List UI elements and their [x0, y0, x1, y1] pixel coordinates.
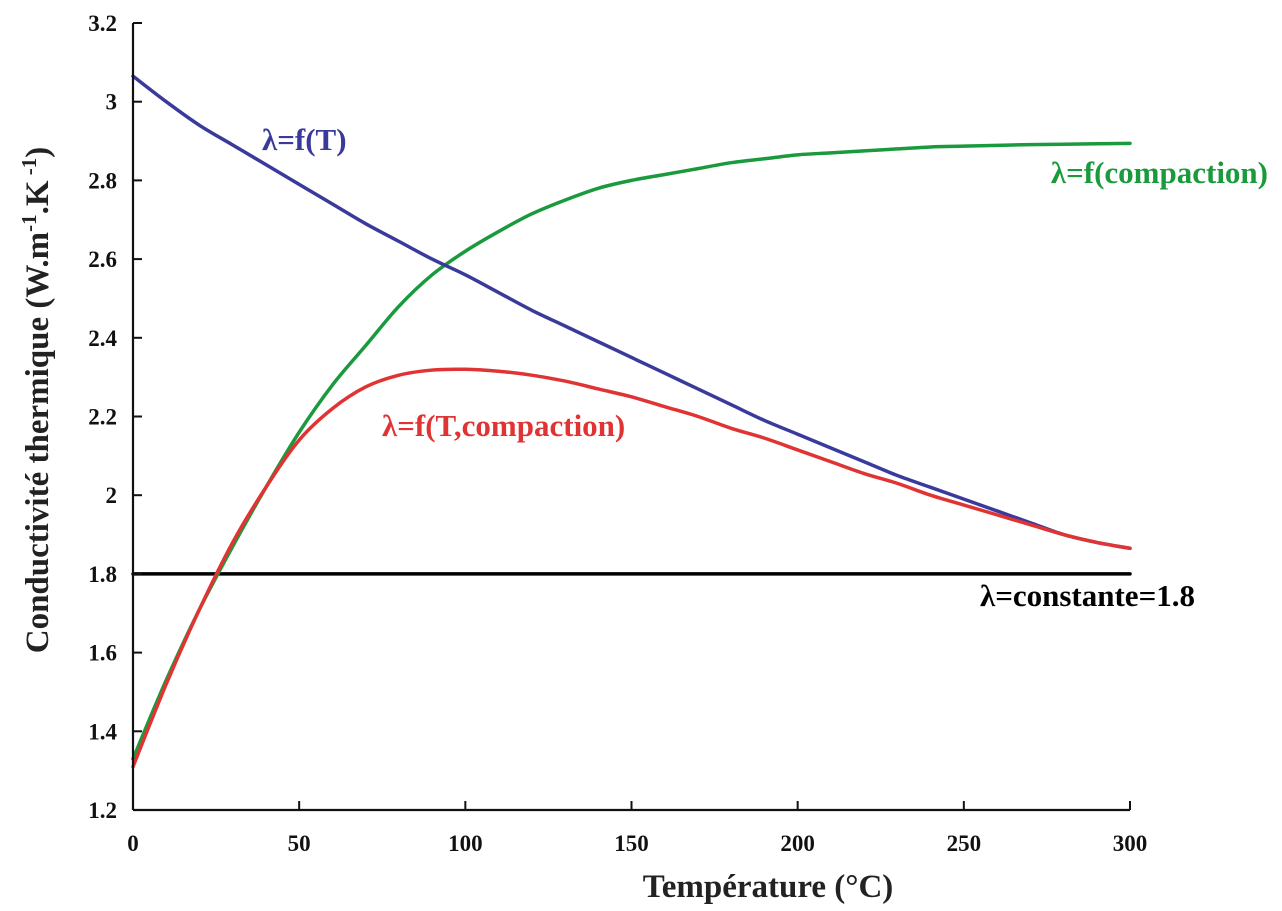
y-tick-label: 2.8 [88, 168, 117, 193]
series-label-f-compaction: λ=f(compaction) [1051, 155, 1268, 190]
y-tick-label: 2 [106, 483, 118, 508]
y-tick-label: 2.4 [88, 326, 117, 351]
y-tick-label: 1.2 [88, 798, 117, 823]
y-axis-title-mid: .K [20, 180, 56, 214]
ticks: 0 50 100 150 200 250 300 1.2 1.4 1.6 1.8 2 2.2 2.4 2.6… [88, 11, 1147, 856]
series-line-f-t [131, 74, 1132, 551]
y-axis-title-end: ) [20, 147, 56, 158]
x-tick-label: 300 [1113, 831, 1148, 856]
series-line-f-compaction [131, 141, 1132, 761]
y-axis-title-main: Conductivité thermique (W.m [20, 232, 56, 653]
series-line-f-t-compaction [131, 367, 1132, 769]
x-tick-label: 150 [614, 831, 649, 856]
y-axis-title-exp1: -1 [17, 214, 41, 232]
y-tick-label: 3 [106, 90, 118, 115]
y-axis-title: Conductivité thermique (W.m-1.K -1) [17, 147, 56, 654]
y-tick-label: 1.6 [88, 641, 117, 666]
x-axis-title: Température (°C) [643, 869, 894, 905]
x-tick-label: 100 [448, 831, 483, 856]
y-tick-label: 1.8 [88, 562, 117, 587]
x-tick-label: 200 [780, 831, 815, 856]
y-tick-label: 2.2 [88, 405, 117, 430]
series-labels: λ=f(T) λ=f(compaction) λ=f(T,compaction) λ=… [262, 122, 1268, 613]
series-label-constant: λ=constante=1.8 [980, 578, 1195, 613]
y-axis-title-exp2: -1 [17, 158, 41, 181]
y-tick-label: 1.4 [88, 719, 117, 744]
series-label-f-t-compaction: λ=f(T,compaction) [382, 408, 625, 443]
plot-lines [131, 74, 1132, 769]
y-tick-label: 3.2 [88, 11, 117, 36]
y-tick-label: 2.6 [88, 247, 117, 272]
x-tick-label: 50 [288, 831, 311, 856]
x-tick-label: 250 [947, 831, 982, 856]
series-label-f-t: λ=f(T) [262, 122, 347, 157]
x-tick-label: 0 [127, 831, 139, 856]
